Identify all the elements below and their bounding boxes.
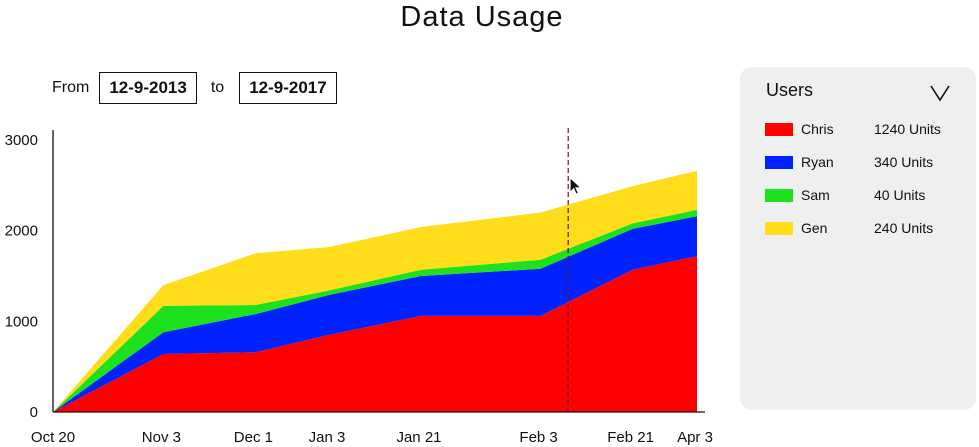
chart-cursor [567, 128, 582, 412]
legend-units: 240 Units [874, 220, 934, 236]
to-label: to [210, 79, 225, 96]
page-title: Data Usage [400, 1, 564, 33]
legend-name: Sam [801, 187, 830, 203]
x-tick-label: Dec 1 [234, 429, 273, 446]
legend-swatch [765, 221, 793, 235]
legend-swatch [765, 188, 793, 202]
legend-units: 40 Units [874, 187, 926, 203]
chevron-down-icon[interactable] [929, 83, 951, 103]
y-tick-label: 1000 [5, 313, 38, 330]
area-series-sam [53, 209, 697, 412]
y-tick-label: 3000 [5, 132, 38, 149]
mouse-pointer-icon [569, 177, 582, 195]
y-tick-label: 2000 [5, 223, 38, 240]
legend-item-gen[interactable]: Gen 240 Units [765, 218, 933, 238]
x-axis-labels: Oct 20 Nov 3 Dec 1 Jan 3 Jan 21 Feb 3 Feb 21 Ap… [31, 429, 713, 446]
legend-name: Gen [801, 220, 828, 236]
data-usage-chart[interactable]: 0 1000 2000 3000 Oct 20 Nov 3 Dec 1 Jan 3 Jan 2… [0, 120, 730, 447]
legend-item-sam[interactable]: Sam 40 Units [765, 185, 925, 205]
users-header: Users [766, 80, 814, 100]
legend-swatch [765, 155, 793, 169]
legend-units: 340 Units [874, 154, 934, 170]
legend-item-ryan[interactable]: Ryan 340 Units [765, 152, 933, 172]
legend-name: Chris [801, 121, 834, 137]
x-tick-label: Apr 3 [677, 429, 713, 446]
x-tick-label: Nov 3 [142, 429, 181, 446]
x-tick-label: Oct 20 [31, 429, 75, 446]
x-tick-label: Feb 21 [607, 429, 654, 446]
y-tick-label: 0 [30, 404, 38, 421]
chart-areas [53, 170, 697, 412]
area-series-ryan [53, 216, 697, 412]
legend-name: Ryan [801, 154, 834, 170]
legend-swatch [765, 122, 793, 136]
x-tick-label: Feb 3 [519, 429, 557, 446]
legend-units: 1240 Units [874, 121, 941, 137]
y-axis-labels: 0 1000 2000 3000 [5, 132, 38, 421]
users-panel: Users Chris 1240 Units Ryan 340 Units Sa… [740, 67, 976, 410]
legend-item-chris[interactable]: Chris 1240 Units [765, 119, 941, 139]
x-tick-label: Jan 21 [396, 429, 441, 446]
x-tick-label: Jan 3 [309, 429, 346, 446]
to-date-field[interactable]: 12-9-2017 [239, 72, 337, 104]
chart-axes [52, 130, 705, 413]
date-range: From 12-9-2013 to 12-9-2017 [52, 71, 337, 105]
from-label: From [52, 79, 90, 96]
area-series-chris [53, 256, 697, 412]
area-series-gen [53, 170, 697, 412]
from-date-field[interactable]: 12-9-2013 [99, 72, 197, 104]
